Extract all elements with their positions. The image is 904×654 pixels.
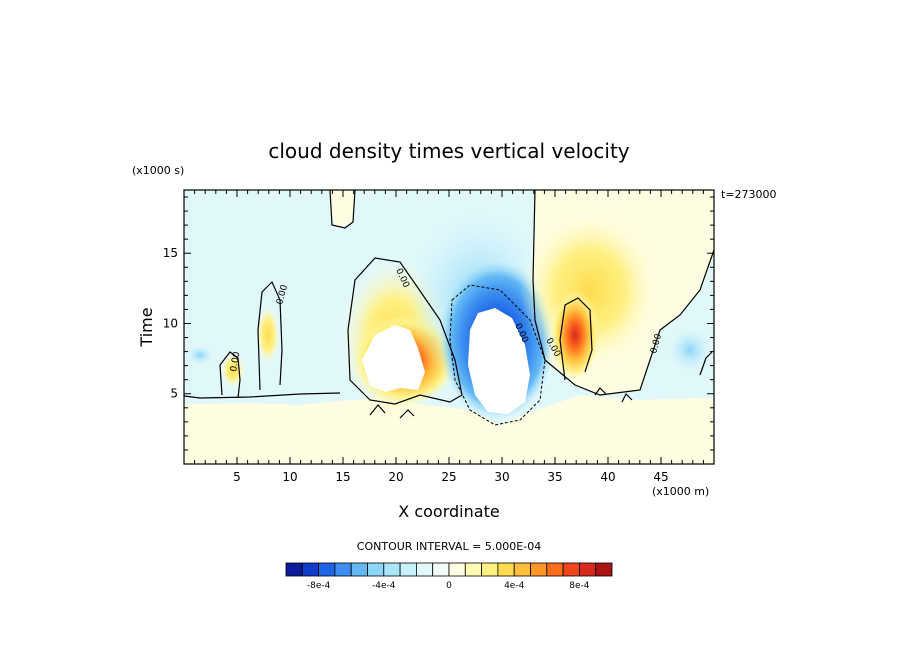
- colorbar-swatch: [579, 562, 597, 577]
- hole-center: [468, 308, 530, 414]
- colorbar-tick-label: 8e-4: [569, 581, 590, 591]
- small-patch-1: [186, 345, 214, 365]
- colorbar-swatch: [383, 562, 401, 577]
- x-tick-label: 5: [233, 470, 241, 484]
- colorbar-swatch: [530, 562, 548, 577]
- colorbar-tick-label: 4e-4: [504, 581, 525, 591]
- colorbar-swatch: [497, 562, 515, 577]
- colorbar-swatch: [301, 562, 319, 577]
- time-label: t=273000: [721, 188, 777, 201]
- colorbar-tick-label: 0: [446, 581, 452, 591]
- y-scale-label: (x1000 s): [132, 164, 184, 177]
- axis-ticks: 5 10 15 20 25 30 35 40 45 5 10 15: [163, 190, 714, 484]
- zero-contours: [184, 190, 714, 419]
- plot-area: 0.00 0.00 0.00 0.00 0.00 0.00: [184, 190, 714, 464]
- x-tick-label: 15: [335, 470, 350, 484]
- colorbar-swatch: [367, 562, 385, 577]
- x-tick-label: 40: [600, 470, 615, 484]
- contour-label: 0.00: [229, 351, 242, 373]
- y-tick-label: 5: [170, 387, 178, 401]
- y-tick-label: 15: [163, 246, 178, 260]
- x-tick-label: 20: [388, 470, 403, 484]
- small-patch-4: [256, 305, 280, 365]
- small-patch-3: [221, 352, 245, 388]
- chart-title: cloud density times vertical velocity: [268, 139, 629, 163]
- colorbar-tick-label: -8e-4: [307, 581, 331, 591]
- colorbar-swatch: [432, 562, 450, 577]
- colorbar-swatch: [595, 562, 613, 577]
- x-tick-label: 30: [494, 470, 509, 484]
- colorbar-swatch: [481, 562, 499, 577]
- colorbar-swatch: [464, 562, 482, 577]
- hole-left: [362, 325, 425, 392]
- colorbar-tick-label: -4e-4: [372, 581, 396, 591]
- colorbar-swatch: [448, 562, 466, 577]
- contour-interval-label: CONTOUR INTERVAL = 5.000E-04: [357, 540, 541, 553]
- upper-left-patch: [330, 190, 355, 228]
- colorbar-swatch: [334, 562, 352, 577]
- colorbar-swatch: [318, 562, 336, 577]
- small-patch-2: [668, 328, 712, 372]
- colorbar-swatch: [350, 562, 368, 577]
- x-tick-label: 35: [547, 470, 562, 484]
- colorbar-swatch: [562, 562, 580, 577]
- colorbar-swatch: [546, 562, 564, 577]
- cloud-base-region: [184, 395, 714, 464]
- y-tick-label: 10: [163, 316, 178, 330]
- x-tick-label: 10: [282, 470, 297, 484]
- y-axis-label: Time: [137, 307, 156, 347]
- x-tick-label: 45: [653, 470, 668, 484]
- colorbar-swatch: [285, 562, 303, 577]
- x-tick-label: 25: [441, 470, 456, 484]
- x-scale-label: (x1000 m): [652, 485, 709, 498]
- colorbar-swatch: [513, 562, 531, 577]
- negative-contour: [449, 284, 546, 426]
- x-axis-label: X coordinate: [398, 502, 499, 521]
- colorbar: -8e-4 -4e-4 0 4e-4 8e-4: [285, 562, 613, 591]
- colorbar-swatch: [399, 562, 417, 577]
- right-updraft: [551, 290, 599, 380]
- colorbar-swatch: [415, 562, 434, 577]
